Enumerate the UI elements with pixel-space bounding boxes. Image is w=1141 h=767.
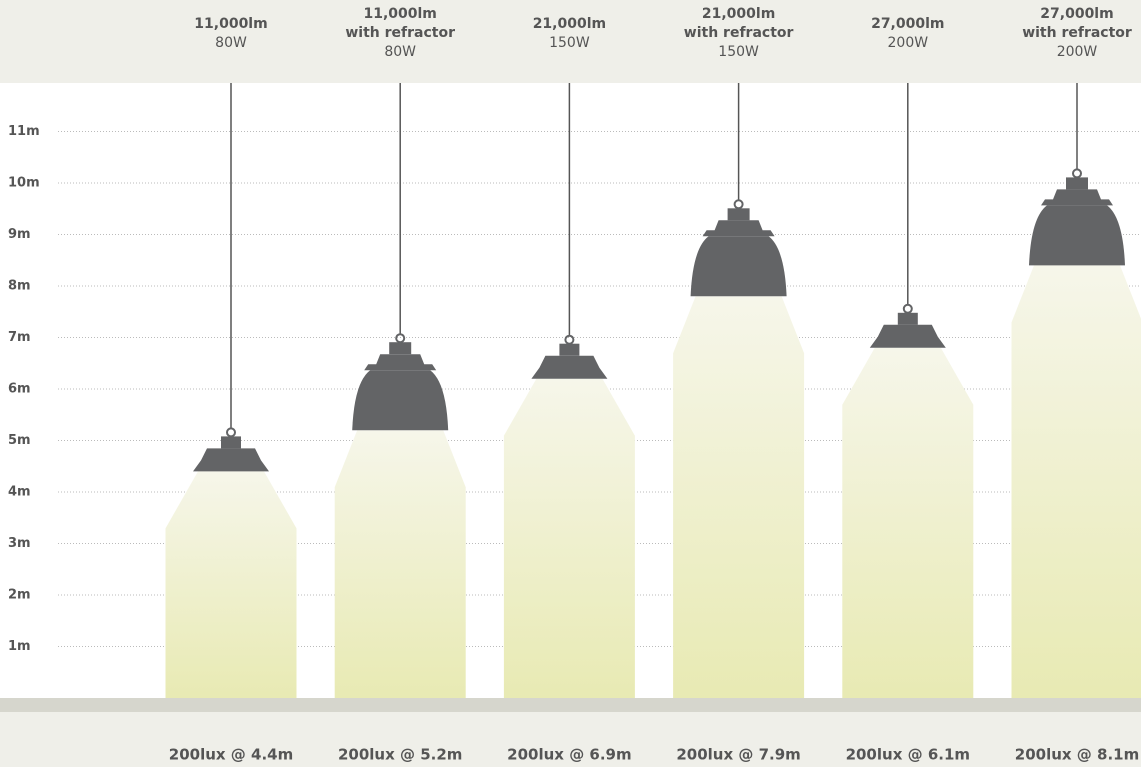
header-lumens: 21,000lm [702,6,775,22]
header-band [0,0,1141,83]
y-tick-label: 8m [8,279,31,294]
header-watts: 150W [718,44,759,60]
header-lumens: 11,000lm [363,6,436,22]
footer-label: 200lux @ 4.4m [169,746,293,764]
y-tick-label: 2m [8,588,31,603]
y-tick-label: 4m [8,485,31,500]
header-lumens: 27,000lm [1040,6,1113,22]
y-tick-label: 7m [8,330,31,345]
lamp [193,427,269,472]
y-tick-label: 3m [8,536,31,551]
light-beam [842,347,974,698]
y-tick-label: 6m [8,382,31,397]
header-watts: 200W [888,35,929,51]
y-tick-label: 10m [8,176,40,191]
light-beam [165,471,297,698]
header-refractor: with refractor [1022,25,1132,41]
footer-label: 200lux @ 8.1m [1015,746,1139,764]
y-tick-label: 5m [8,433,31,448]
footer-label: 200lux @ 6.1m [846,746,970,764]
header-lumens: 21,000lm [533,16,606,32]
light-beam [1011,265,1141,698]
header-lumens: 27,000lm [871,16,944,32]
header-watts: 80W [384,44,416,60]
light-beam [503,378,635,698]
header-watts: 150W [549,35,590,51]
y-tick-label: 11m [8,124,40,139]
footer-label: 200lux @ 6.9m [507,746,631,764]
header-refractor: with refractor [345,25,455,41]
lamp [690,199,787,297]
floor [0,698,1141,712]
footer-label: 200lux @ 5.2m [338,746,462,764]
lamp [869,303,946,348]
header-watts: 200W [1057,44,1098,60]
header-refractor: with refractor [684,25,794,41]
y-tick-label: 1m [8,639,31,654]
header-watts: 80W [215,35,247,51]
y-tick-label: 9m [8,227,31,242]
light-beam [673,296,805,698]
lamp [1029,168,1125,266]
header-lumens: 11,000lm [194,16,267,32]
footer-label: 200lux @ 7.9m [676,746,800,764]
lamp [352,333,449,431]
footer-band [0,712,1141,767]
light-beam [334,430,466,698]
lamp [531,334,608,379]
